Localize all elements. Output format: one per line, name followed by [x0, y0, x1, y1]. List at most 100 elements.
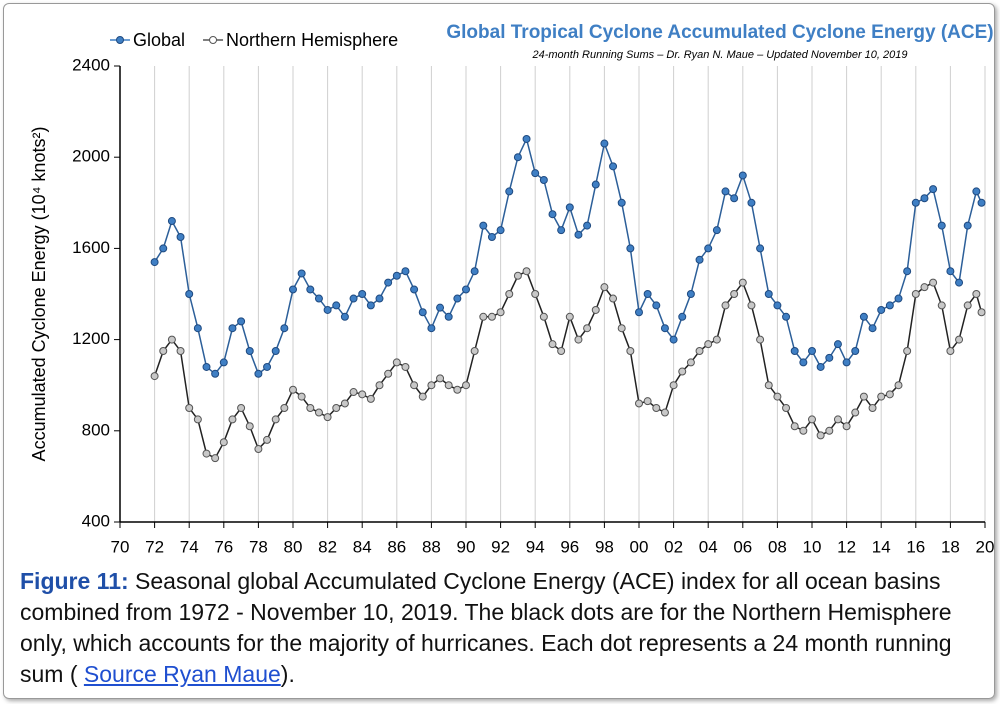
data-point [730, 194, 739, 203]
source-link[interactable]: Source Ryan Maue [83, 661, 281, 687]
data-point [782, 312, 791, 321]
data-point [349, 388, 358, 397]
data-point [920, 283, 929, 292]
data-point [263, 435, 272, 444]
x-tick-label: 90 [457, 537, 476, 556]
x-tick-label: 74 [180, 537, 199, 556]
data-point [773, 301, 782, 310]
data-point [539, 312, 548, 321]
data-point [946, 267, 955, 276]
data-point [730, 290, 739, 298]
data-point [202, 362, 211, 371]
data-point [211, 369, 220, 378]
data-point [297, 269, 306, 278]
data-point [877, 305, 886, 314]
chart-subtitle: 24-month Running Sums – Dr. Ryan N. Maue… [531, 49, 907, 61]
data-point [314, 408, 323, 417]
data-point [721, 301, 730, 310]
x-tick-label: 08 [768, 537, 787, 556]
data-point [384, 278, 393, 287]
x-tick-label: 00 [630, 537, 649, 556]
data-point [219, 358, 228, 367]
data-point [444, 381, 453, 390]
data-point [392, 358, 401, 367]
data-point [557, 226, 566, 235]
x-tick-label: 88 [422, 537, 441, 556]
caption: Figure 11: Seasonal global Accumulated C… [20, 566, 985, 690]
data-point [237, 317, 246, 326]
data-point [306, 285, 315, 294]
data-point [306, 404, 315, 412]
data-point [721, 187, 730, 196]
data-point [756, 244, 765, 253]
data-point [539, 176, 548, 184]
x-tick-label: 94 [526, 537, 545, 556]
data-point [963, 221, 972, 230]
data-point [859, 392, 868, 401]
data-point [678, 367, 687, 376]
data-point [591, 180, 600, 189]
data-point [323, 413, 332, 422]
x-tick-label: 82 [318, 537, 337, 556]
data-point [773, 392, 782, 401]
data-point [289, 385, 297, 394]
data-point [937, 221, 946, 230]
data-point [712, 226, 721, 235]
data-point [643, 397, 652, 406]
data-point [245, 422, 254, 431]
data-point [609, 294, 618, 303]
data-point [842, 422, 851, 431]
data-point [963, 301, 972, 310]
data-point [808, 415, 816, 424]
data-point [436, 303, 445, 312]
data-point [522, 267, 531, 276]
data-point [977, 308, 986, 317]
data-point [280, 404, 289, 412]
data-point [505, 187, 514, 196]
data-point [531, 169, 540, 178]
data-point [202, 449, 211, 458]
data-point [340, 312, 349, 321]
x-tick-label: 72 [145, 537, 164, 556]
data-point [937, 301, 946, 310]
data-point [557, 347, 566, 355]
data-point [167, 217, 176, 226]
data-point [150, 258, 159, 267]
x-tick-label: 78 [249, 537, 268, 556]
data-point [176, 347, 185, 355]
data-point [833, 340, 842, 349]
x-tick-label: 96 [560, 537, 579, 556]
data-point [929, 278, 938, 287]
data-point [635, 308, 643, 317]
data-point [695, 347, 704, 355]
data-point [470, 347, 479, 355]
data-point [453, 385, 462, 394]
data-point [565, 312, 574, 321]
data-point [868, 324, 877, 333]
data-point [565, 203, 574, 212]
y-tick-label: 1600 [72, 238, 110, 257]
data-point [375, 381, 384, 390]
data-point [911, 198, 920, 207]
x-tick-label: 80 [284, 537, 303, 556]
data-point [167, 335, 176, 344]
data-point [808, 347, 816, 355]
data-point [436, 374, 445, 383]
data-point [375, 294, 384, 303]
legend-label: Northern Hemisphere [226, 30, 398, 50]
x-tick-label: 86 [387, 537, 406, 556]
x-tick-label: 20 [976, 537, 995, 556]
data-point [833, 415, 842, 424]
data-point [245, 347, 254, 355]
y-tick-label: 2400 [72, 55, 110, 74]
data-point [548, 340, 557, 349]
data-point [513, 153, 522, 162]
data-point [704, 244, 713, 253]
data-point [972, 187, 981, 196]
data-point [314, 294, 323, 303]
data-point [790, 347, 799, 355]
data-point [911, 290, 920, 298]
data-point [920, 194, 929, 203]
data-point [764, 290, 773, 298]
